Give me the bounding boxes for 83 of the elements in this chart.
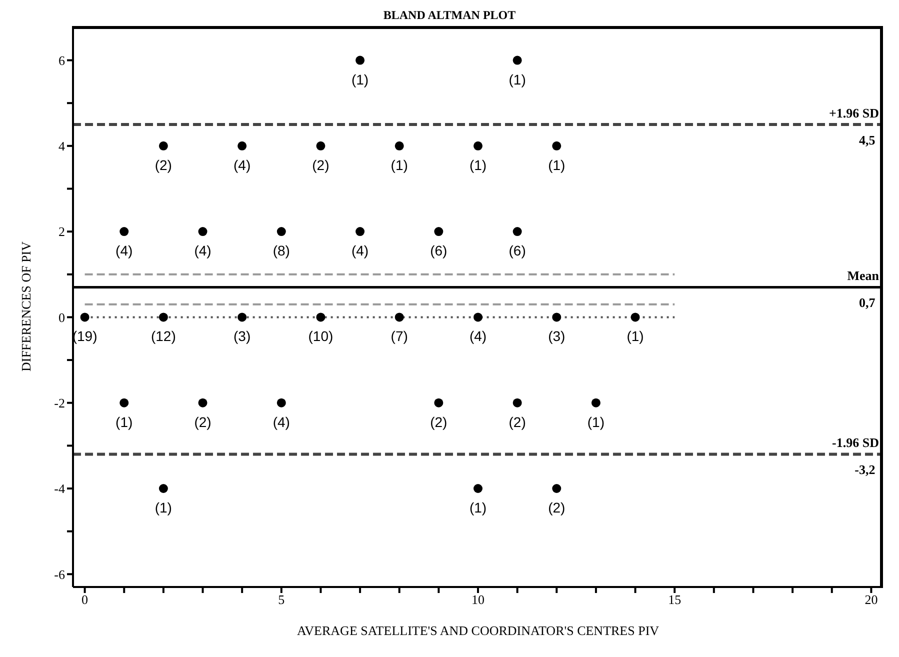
point: [474, 312, 482, 322]
point: [80, 312, 90, 322]
annotation: (6): [508, 242, 526, 259]
point: [120, 227, 129, 236]
annotation: -3,2: [854, 462, 876, 478]
annotation: (1): [626, 328, 644, 344]
annotation: 4,5: [858, 132, 876, 148]
ref-line-label: Mean: [847, 268, 880, 284]
point: [394, 141, 404, 150]
point: [434, 227, 444, 236]
annotation: (1): [351, 71, 369, 88]
ref-line-label: -1.96 SD: [832, 435, 879, 450]
point: [316, 141, 326, 150]
y-tick-label: -6: [54, 566, 66, 582]
annotation: (8): [272, 242, 290, 259]
point: [394, 312, 404, 322]
y-tick-label: 2: [58, 224, 65, 240]
ref-line-label: +1.96 SD: [828, 105, 879, 120]
annotation: (4): [469, 328, 487, 344]
point: [120, 398, 129, 408]
y-tick-label: 6: [58, 52, 66, 68]
annotation: (4): [351, 242, 369, 259]
chart-title: BLAND ALTMAN PLOT: [382, 8, 517, 22]
annotation: (2): [548, 500, 566, 516]
y-tick-label: 4: [58, 138, 66, 154]
annotation: (6): [430, 242, 448, 259]
point: [238, 141, 247, 150]
point: [356, 56, 365, 65]
point: [158, 484, 168, 494]
point: [238, 312, 247, 322]
y-axis-title: DIFFERENCES OF PIV: [18, 240, 34, 372]
point: [276, 398, 286, 408]
point: [158, 312, 168, 322]
point: [474, 141, 482, 150]
x-tick-label: 5: [278, 592, 285, 608]
annotation: (4): [272, 414, 290, 430]
point: [276, 227, 286, 236]
annotation: (19): [72, 328, 98, 344]
x-tick-label: 10: [472, 592, 484, 608]
point: [552, 141, 562, 150]
annotation: (2): [194, 414, 212, 430]
annotation: (1): [116, 414, 133, 430]
annotation: (12): [150, 328, 176, 344]
annotation: (1): [469, 156, 487, 173]
annotation: (1): [469, 500, 487, 516]
annotation: (10): [308, 328, 334, 344]
x-tick-label: 15: [668, 592, 682, 608]
annotation: (4): [194, 242, 212, 259]
annotation: (1): [548, 156, 566, 173]
point: [630, 312, 640, 322]
annotation: (2): [312, 156, 330, 173]
point: [552, 312, 562, 322]
point: [512, 227, 522, 236]
annotation: (4): [116, 242, 133, 259]
annotation: (7): [390, 328, 408, 344]
point: [474, 484, 482, 494]
point: [198, 398, 208, 408]
point: [552, 484, 562, 494]
x-axis-title: AVERAGE SATELLITE'S AND COORDINATOR'S CENTRES PIV: [296, 623, 660, 638]
point: [316, 312, 326, 322]
point: [591, 398, 600, 408]
point: [356, 227, 365, 236]
annotation: 0,7: [858, 295, 876, 310]
y-tick-label: -2: [54, 395, 65, 410]
annotation: (1): [390, 156, 408, 173]
annotation: (4): [234, 156, 251, 173]
annotation: (1): [508, 71, 526, 88]
x-tick-label: 20: [864, 592, 878, 608]
annotation: (2): [430, 414, 448, 430]
point: [158, 141, 168, 150]
point: [198, 227, 208, 236]
annotation: (2): [508, 414, 526, 430]
annotation: (3): [548, 328, 566, 344]
y-tick-label: -4: [54, 481, 66, 496]
annotation: (1): [154, 500, 172, 516]
annotation: (2): [154, 156, 172, 173]
point: [512, 56, 522, 65]
annotation: (1): [587, 414, 605, 430]
annotation: (3): [234, 328, 251, 344]
point: [512, 398, 522, 408]
point: [434, 398, 444, 408]
y-tick-label: 0: [58, 310, 65, 325]
x-tick-label: 0: [82, 592, 88, 608]
